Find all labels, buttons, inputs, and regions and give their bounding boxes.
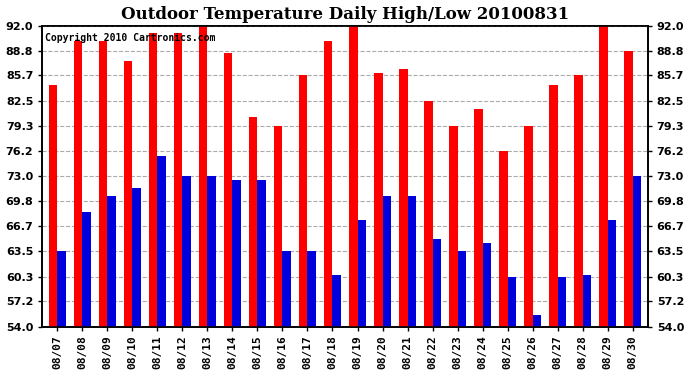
Bar bbox=[558, 277, 566, 327]
Bar bbox=[74, 41, 82, 327]
Bar bbox=[374, 73, 382, 327]
Bar bbox=[208, 176, 216, 327]
Bar bbox=[608, 220, 616, 327]
Bar bbox=[448, 126, 457, 327]
Bar bbox=[433, 240, 442, 327]
Bar bbox=[524, 126, 533, 327]
Bar bbox=[333, 275, 342, 327]
Bar bbox=[533, 315, 542, 327]
Bar bbox=[549, 85, 558, 327]
Bar bbox=[624, 51, 633, 327]
Title: Outdoor Temperature Daily High/Low 20100831: Outdoor Temperature Daily High/Low 20100… bbox=[121, 6, 569, 22]
Bar bbox=[57, 251, 66, 327]
Bar bbox=[124, 61, 132, 327]
Bar bbox=[82, 212, 91, 327]
Bar bbox=[48, 85, 57, 327]
Bar bbox=[357, 220, 366, 327]
Bar bbox=[582, 275, 591, 327]
Bar bbox=[574, 75, 582, 327]
Bar bbox=[282, 251, 291, 327]
Bar bbox=[308, 251, 316, 327]
Bar bbox=[382, 196, 391, 327]
Bar bbox=[457, 251, 466, 327]
Bar bbox=[482, 243, 491, 327]
Bar bbox=[399, 69, 408, 327]
Bar bbox=[174, 33, 182, 327]
Bar bbox=[257, 180, 266, 327]
Bar bbox=[424, 101, 433, 327]
Bar bbox=[199, 26, 208, 327]
Bar bbox=[299, 75, 308, 327]
Bar bbox=[132, 188, 141, 327]
Bar bbox=[474, 109, 482, 327]
Bar bbox=[274, 126, 282, 327]
Bar bbox=[633, 176, 642, 327]
Text: Copyright 2010 Cartronics.com: Copyright 2010 Cartronics.com bbox=[46, 33, 216, 43]
Bar bbox=[248, 117, 257, 327]
Bar bbox=[233, 180, 241, 327]
Bar bbox=[182, 176, 191, 327]
Bar bbox=[599, 26, 608, 327]
Bar bbox=[108, 196, 116, 327]
Bar bbox=[348, 26, 357, 327]
Bar bbox=[508, 277, 516, 327]
Bar bbox=[324, 41, 333, 327]
Bar bbox=[408, 196, 416, 327]
Bar bbox=[148, 33, 157, 327]
Bar bbox=[224, 53, 233, 327]
Bar bbox=[157, 156, 166, 327]
Bar bbox=[499, 151, 508, 327]
Bar bbox=[99, 41, 108, 327]
